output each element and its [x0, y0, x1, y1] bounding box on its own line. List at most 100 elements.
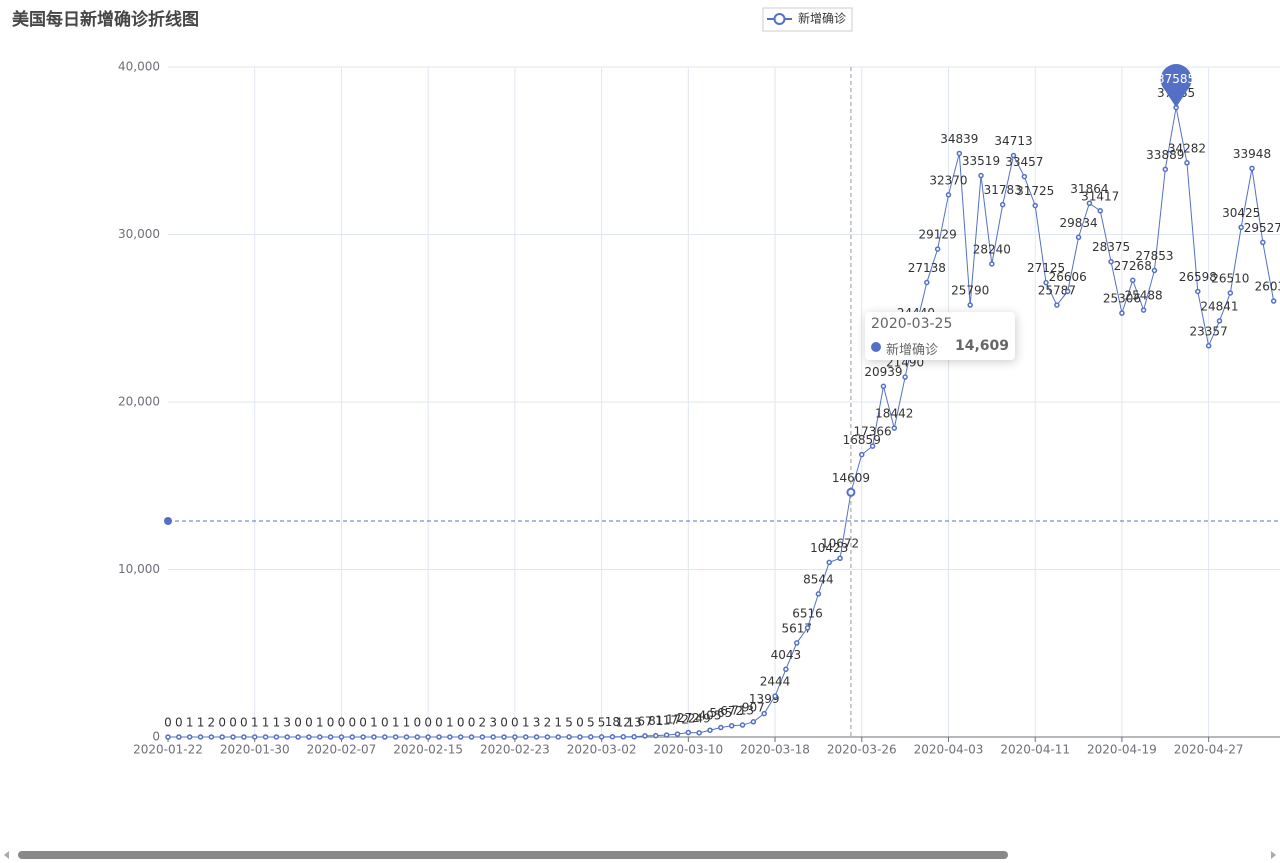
max-pin-label: 37585	[1157, 72, 1195, 86]
data-label: 1	[262, 715, 270, 729]
point	[457, 734, 464, 740]
data-label: 18	[605, 715, 620, 729]
point	[1108, 258, 1114, 265]
data-label: 1399	[749, 692, 780, 706]
scroll-thumb[interactable]	[18, 851, 1008, 859]
hover-point	[846, 487, 856, 497]
point	[674, 731, 681, 737]
point	[1184, 160, 1190, 166]
data-label: 1	[403, 715, 411, 729]
point	[1054, 302, 1060, 308]
x-tick-label: 2020-03-26	[827, 743, 897, 757]
data-label: 1	[392, 715, 400, 729]
legend-icon	[773, 13, 786, 25]
data-label: 3	[533, 715, 541, 729]
point	[924, 279, 930, 286]
x-tick-label: 2020-04-11	[1000, 743, 1070, 757]
data-label: 29527	[1244, 221, 1280, 235]
data-label: 0	[218, 716, 226, 730]
data-label: 5	[587, 715, 595, 729]
point	[750, 719, 757, 725]
point	[653, 732, 659, 739]
point	[783, 666, 789, 673]
data-label: 0	[348, 716, 356, 730]
point	[685, 729, 692, 736]
tooltip: 2020-03-25 新增确诊 14,609	[865, 312, 1015, 360]
data-label: 14609	[832, 471, 870, 485]
point	[609, 733, 616, 740]
data-label: 249	[688, 711, 711, 725]
x-tick-label: 2020-02-23	[480, 743, 550, 757]
data-label: 26510	[1211, 271, 1249, 285]
data-label: 0	[359, 716, 367, 730]
data-label: 26606	[1049, 270, 1087, 284]
point	[1119, 310, 1125, 316]
data-label: 31783	[984, 183, 1022, 197]
point	[512, 734, 518, 740]
data-label: 31417	[1081, 189, 1119, 203]
point	[522, 734, 529, 740]
point	[804, 625, 811, 631]
data-label: 12	[616, 715, 631, 729]
point	[772, 693, 778, 699]
point	[1140, 307, 1147, 313]
point	[197, 734, 204, 740]
y-tick-label: 30,000	[118, 227, 160, 241]
point	[555, 734, 561, 740]
point	[859, 451, 865, 458]
data-label: 28240	[973, 242, 1011, 256]
data-label: 8544	[803, 572, 834, 586]
point	[414, 734, 421, 740]
tooltip-title: 2020-03-25	[871, 316, 953, 332]
data-label: 1	[273, 715, 281, 729]
data-label: 1	[554, 715, 562, 729]
data-label: 27138	[908, 261, 946, 275]
point	[349, 734, 356, 740]
data-label: 5	[565, 715, 573, 729]
data-label: 27268	[1114, 259, 1152, 273]
data-label: 2	[544, 715, 552, 729]
point	[566, 734, 572, 740]
scroll-right[interactable]	[1271, 851, 1276, 859]
point	[1064, 288, 1071, 295]
data-label: 18442	[875, 407, 913, 421]
data-label: 0	[338, 716, 346, 730]
x-tick-label: 2020-03-02	[567, 743, 637, 757]
data-label: 31725	[1016, 184, 1054, 198]
data-label: 405	[699, 709, 722, 723]
data-label: 26030	[1255, 279, 1280, 293]
data-label: 172	[666, 713, 689, 727]
point	[436, 734, 442, 740]
point	[186, 734, 193, 740]
data-label: 29834	[1059, 216, 1097, 230]
point	[251, 734, 258, 740]
point	[1032, 202, 1038, 209]
data-label: 28375	[1092, 240, 1130, 254]
point	[262, 734, 269, 740]
legend-label[interactable]: 新增确诊	[798, 11, 846, 26]
data-label: 20939	[864, 365, 902, 379]
point	[219, 734, 225, 740]
data-label: 26598	[1179, 270, 1217, 284]
scrollbar[interactable]	[4, 851, 1276, 859]
point	[1162, 166, 1169, 173]
x-tick-label: 2020-04-03	[914, 743, 984, 757]
point	[403, 734, 410, 740]
legend[interactable]: 新增确诊	[762, 7, 853, 32]
data-label: 3	[283, 715, 291, 729]
data-label: 0	[240, 716, 248, 730]
scroll-left[interactable]	[4, 851, 9, 859]
point	[956, 150, 963, 157]
data-label: 5	[598, 715, 606, 729]
point	[718, 724, 724, 731]
point	[837, 555, 843, 561]
data-label: 30425	[1222, 206, 1260, 220]
point	[1249, 165, 1255, 172]
data-label: 0	[229, 716, 237, 730]
x-tick-label: 2020-03-10	[653, 743, 723, 757]
data-label: 0	[327, 716, 335, 730]
data-label: 81	[648, 714, 663, 728]
point	[588, 734, 594, 740]
point	[392, 734, 399, 740]
point	[577, 734, 583, 740]
